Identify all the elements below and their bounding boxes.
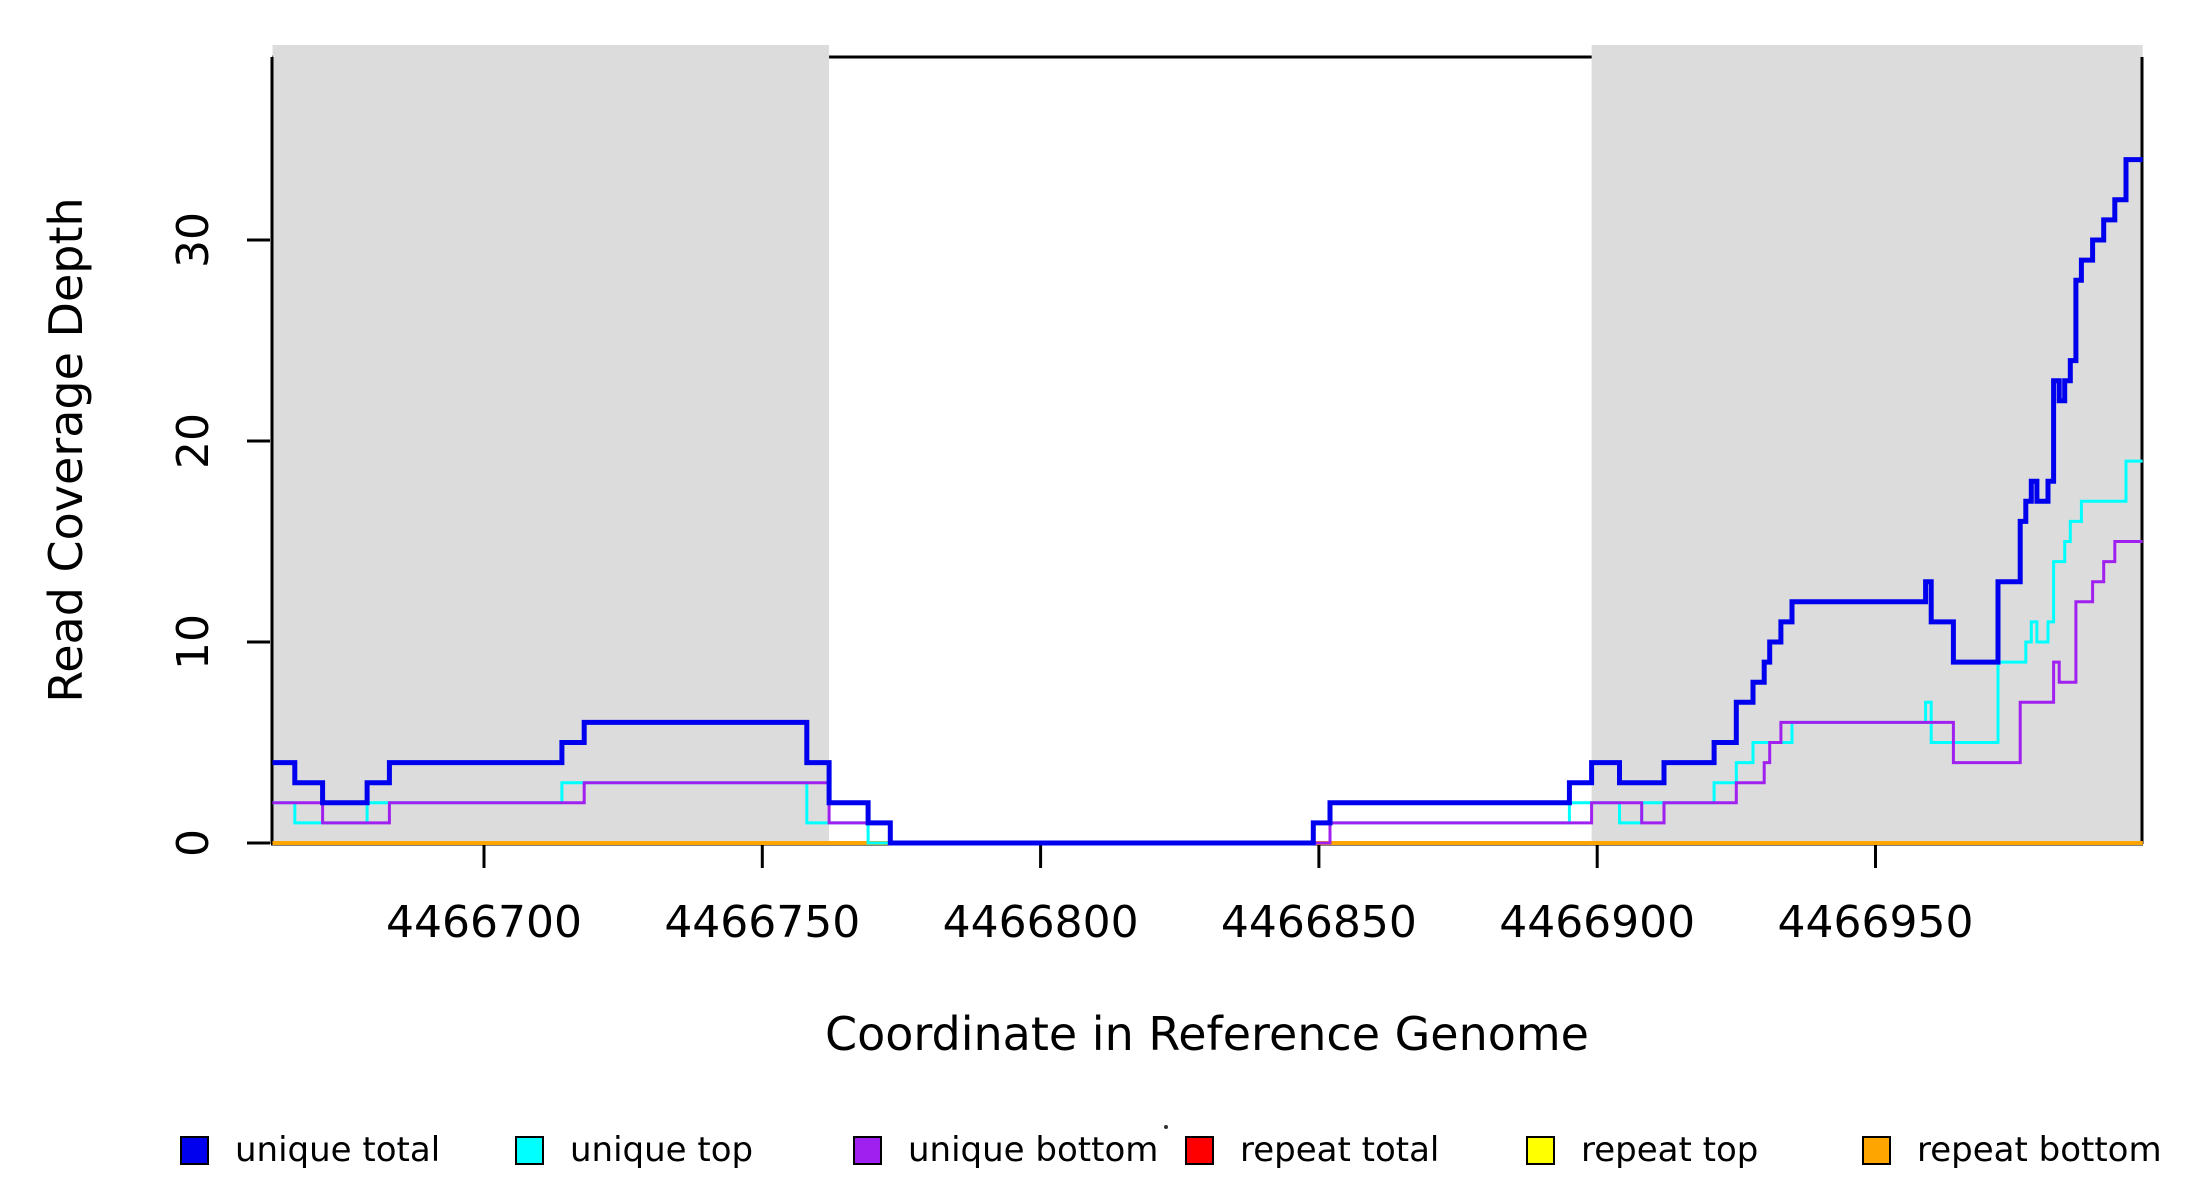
x-tick-label: 4466800 [943, 897, 1139, 948]
y-tick-label: 10 [168, 614, 219, 670]
y-tick-label: 0 [168, 829, 219, 857]
stray-dot-mark [1164, 1125, 1168, 1129]
x-tick-label: 4466850 [1221, 897, 1417, 948]
y-tick-label: 30 [168, 212, 219, 268]
y-axis-title: Read Coverage Depth [39, 197, 93, 702]
series-line-unique-total [272, 157, 2143, 846]
x-tick-label: 4466750 [664, 897, 860, 948]
shaded-region [272, 45, 830, 843]
x-axis-title: Coordinate in Reference Genome [825, 1007, 1589, 1061]
x-tick-label: 4466950 [1778, 897, 1974, 948]
x-tick-label: 4466700 [386, 897, 582, 948]
x-tick-label: 4466900 [1499, 897, 1695, 948]
shaded-region [1591, 45, 2143, 843]
y-tick-label: 20 [168, 413, 219, 469]
